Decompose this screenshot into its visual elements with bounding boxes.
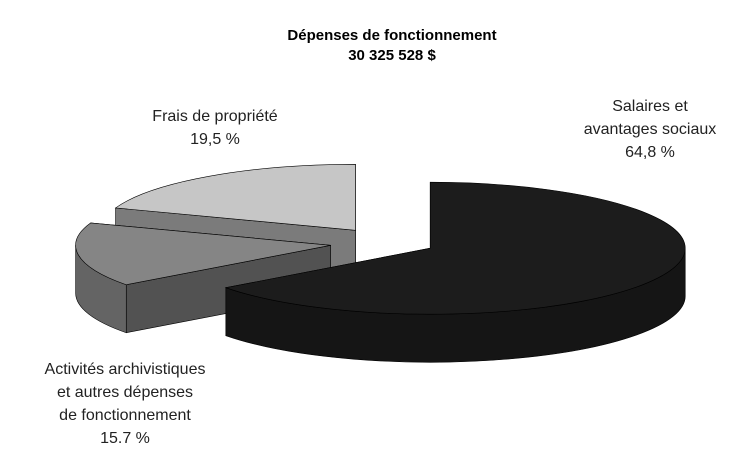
slice-label: Frais de propriété bbox=[152, 108, 277, 125]
slice-label: Salaires et bbox=[612, 98, 688, 115]
chart-title: Dépenses de fonctionnement bbox=[287, 27, 496, 44]
value-label: 15.7 % bbox=[100, 430, 150, 447]
chart-subtitle: 30 325 528 $ bbox=[348, 47, 436, 64]
slice-label: de fonctionnement bbox=[59, 407, 191, 424]
slice-label: avantages sociaux bbox=[584, 121, 717, 138]
slice bbox=[75, 222, 331, 286]
slice bbox=[224, 181, 686, 363]
value-label: 64,8 % bbox=[625, 144, 675, 161]
slice-label: et autres dépenses bbox=[57, 384, 193, 401]
slice bbox=[224, 181, 686, 315]
slice-label: Activités archivistiques bbox=[45, 361, 206, 378]
value-label: 19,5 % bbox=[190, 131, 240, 148]
slice bbox=[114, 163, 356, 231]
